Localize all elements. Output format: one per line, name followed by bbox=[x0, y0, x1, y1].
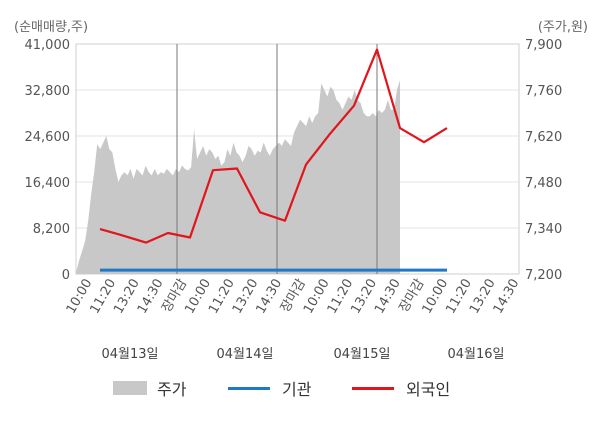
legend: 주가 기관 외국인 bbox=[0, 376, 600, 400]
left-axis-ticks: 41,000 32,800 24,600 16,400 8,200 0 bbox=[25, 38, 71, 283]
right-axis-ticks: 7,900 7,760 7,620 7,480 7,340 7,200 bbox=[525, 38, 562, 283]
left-tick-label: 8,200 bbox=[33, 222, 70, 237]
legend-item-institution: 기관 bbox=[228, 376, 311, 400]
right-tick-label: 7,340 bbox=[525, 222, 562, 237]
left-tick-label: 24,600 bbox=[25, 130, 71, 145]
date-label: 04월13일 bbox=[101, 347, 158, 362]
legend-label-foreigner: 외국인 bbox=[406, 380, 451, 399]
right-axis-unit: (주가,원) bbox=[537, 20, 588, 35]
legend-label-institution: 기관 bbox=[282, 380, 312, 399]
date-label: 04월16일 bbox=[447, 347, 504, 362]
right-tick-label: 7,760 bbox=[525, 84, 562, 99]
legend-item-foreigner: 외국인 bbox=[352, 376, 450, 400]
date-label: 04월14일 bbox=[216, 347, 273, 362]
left-axis-unit: (순매매량,주) bbox=[14, 20, 89, 35]
series-foreigner-line bbox=[99, 48, 448, 244]
date-labels: 04월13일 04월14일 04월15일 04월16일 bbox=[101, 347, 504, 362]
series-lines-layer bbox=[99, 48, 448, 272]
right-tick-label: 7,480 bbox=[525, 176, 562, 191]
left-tick-label: 0 bbox=[62, 268, 70, 283]
right-tick-label: 7,620 bbox=[525, 130, 562, 145]
x-axis-ticks: 10:0011:2013:2014:30장마감10:0011:2013:2014… bbox=[64, 276, 523, 316]
legend-swatch-price bbox=[113, 381, 147, 395]
date-label: 04월15일 bbox=[333, 347, 390, 362]
right-tick-label: 7,900 bbox=[525, 38, 562, 53]
legend-label-price: 주가 bbox=[157, 380, 187, 399]
series-price-area bbox=[76, 80, 400, 274]
left-tick-label: 41,000 bbox=[25, 38, 71, 53]
legend-item-price: 주가 bbox=[113, 376, 186, 400]
right-tick-label: 7,200 bbox=[525, 268, 562, 283]
left-tick-label: 32,800 bbox=[25, 84, 71, 99]
left-tick-label: 16,400 bbox=[25, 176, 71, 191]
legend-swatch-institution bbox=[228, 386, 270, 390]
price-area-layer bbox=[76, 80, 400, 274]
legend-swatch-foreigner bbox=[352, 386, 394, 390]
